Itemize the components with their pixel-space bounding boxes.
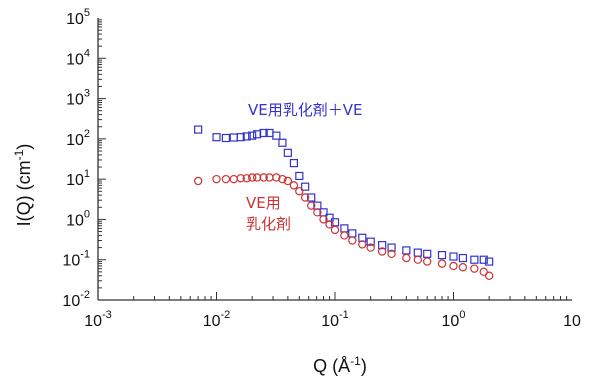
y-axis-label: I(Q) (cm-1)	[12, 144, 34, 227]
data-point	[330, 225, 340, 235]
data-point	[366, 237, 375, 246]
data-point	[283, 176, 293, 186]
data-point	[358, 240, 367, 249]
data-point	[229, 174, 239, 184]
data-point	[301, 182, 310, 191]
data-point	[437, 259, 447, 268]
data-point	[485, 257, 494, 266]
x-tick-label: 10	[563, 313, 581, 330]
y-tick-label: 104	[66, 47, 90, 68]
data-point	[449, 261, 458, 271]
y-tick-label: 102	[66, 128, 90, 149]
data-point	[484, 271, 494, 280]
x-tick-label: 10-1	[321, 309, 349, 330]
data-point	[289, 159, 299, 168]
data-point	[221, 133, 230, 143]
data-point	[259, 128, 268, 138]
data-point	[340, 231, 349, 240]
data-point	[325, 220, 334, 229]
data-point	[295, 187, 304, 196]
y-tick-label: 105	[66, 7, 90, 28]
data-point	[387, 243, 396, 252]
y-tick-label: 101	[66, 168, 90, 189]
annotation-red-line2: 乳化剤	[246, 215, 291, 233]
data-point	[278, 138, 287, 147]
data-point	[242, 174, 251, 183]
x-tick-label: 10-3	[84, 309, 112, 330]
data-point	[340, 224, 349, 233]
x-axis-label: Q (Å-1)	[313, 354, 367, 376]
data-point	[242, 132, 251, 141]
annotation-blue: VE用乳化剤＋VE	[248, 101, 362, 119]
data-point	[470, 264, 479, 273]
tick-marks	[97, 19, 568, 301]
data-point	[300, 193, 310, 202]
data-point	[319, 215, 328, 224]
data-point	[194, 125, 203, 134]
data-point	[366, 243, 375, 252]
data-point	[289, 181, 299, 190]
data-point	[248, 131, 257, 140]
y-tick-label: 100	[66, 208, 90, 229]
data-point	[377, 247, 387, 256]
x-tick-label: 100	[442, 309, 466, 330]
data-point	[378, 241, 387, 250]
series-0	[194, 125, 494, 266]
x-tick-label: 10-2	[203, 309, 231, 330]
data-point	[413, 255, 423, 264]
data-point	[423, 257, 432, 266]
data-point	[348, 236, 357, 245]
data-point	[252, 173, 262, 182]
tick-labels: 10-3 10-2 10-1 100 1010-210-1100101102103104…	[62, 7, 581, 330]
data-point	[236, 174, 245, 183]
data-point	[437, 251, 447, 260]
y-tick-label: 10-2	[62, 289, 90, 310]
data-point	[212, 133, 221, 142]
data-point	[307, 193, 316, 202]
data-point	[479, 267, 488, 277]
y-tick-label: 103	[66, 88, 90, 109]
data-point	[458, 263, 468, 272]
data-point	[479, 255, 488, 264]
data-point	[470, 255, 479, 264]
data-point	[236, 133, 245, 142]
series-1	[193, 173, 494, 280]
data-point	[402, 246, 411, 255]
data-point	[449, 252, 458, 261]
data-point	[413, 248, 422, 257]
data-point	[193, 176, 203, 186]
data-point	[402, 253, 411, 263]
data-point	[278, 174, 287, 184]
data-point	[307, 201, 316, 210]
y-tick-label: 10-1	[62, 249, 90, 270]
data-point	[283, 148, 292, 157]
data-point	[295, 171, 304, 181]
series-layer	[193, 125, 494, 280]
data-point	[348, 229, 357, 238]
axes	[97, 18, 572, 301]
data-point	[259, 173, 268, 182]
data-point	[313, 208, 322, 217]
data-point	[212, 174, 221, 184]
data-point	[272, 131, 281, 140]
data-point	[423, 249, 432, 258]
data-point	[221, 174, 231, 184]
data-point	[247, 173, 257, 182]
data-point	[272, 173, 281, 182]
data-point	[229, 133, 238, 142]
annotation-red-line1: VE用	[246, 194, 281, 212]
data-point	[387, 249, 396, 259]
data-point	[458, 253, 467, 263]
